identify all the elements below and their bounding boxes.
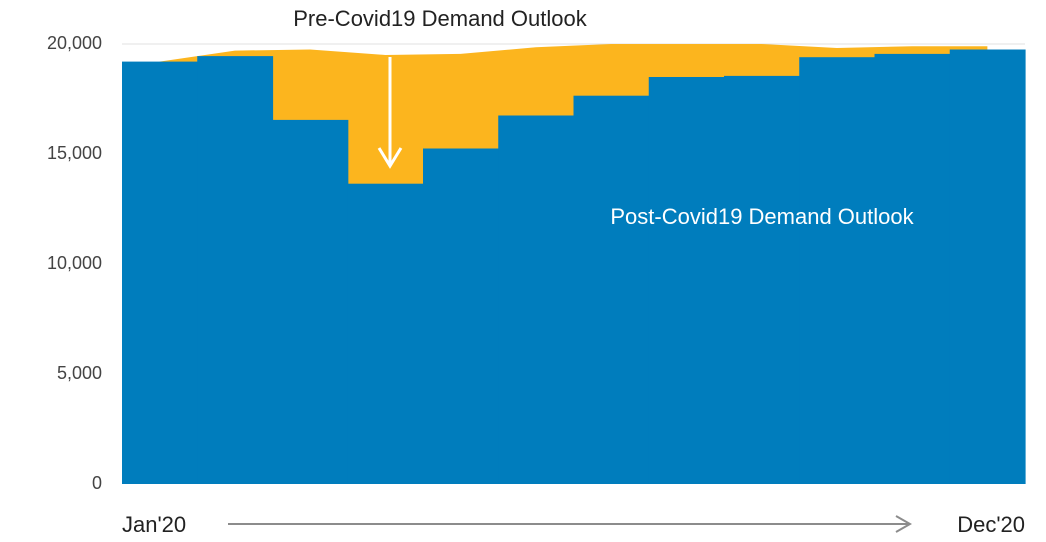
post-covid-step [573, 95, 650, 484]
post-label: Post-Covid19 Demand Outlook [610, 204, 914, 229]
post-covid-step [272, 119, 349, 485]
y-tick-label: 0 [92, 473, 102, 493]
drop-arrow-head [377, 147, 403, 169]
post-covid-step [498, 115, 575, 484]
post-covid-step [197, 56, 274, 484]
post-covid-step [724, 75, 800, 485]
post-covid-step [648, 77, 725, 484]
post-covid-step [799, 57, 876, 484]
x-tick-label: Jan'20 [122, 512, 186, 537]
post-covid-step [347, 183, 424, 484]
post-covid-step [874, 53, 951, 485]
plot-area [122, 43, 1026, 485]
y-tick-label: 10,000 [47, 253, 102, 273]
y-tick-label: 5,000 [57, 363, 102, 383]
time-arrow-head [895, 515, 913, 533]
pre-label: Pre-Covid19 Demand Outlook [293, 6, 587, 31]
x-tick-label: Dec'20 [957, 512, 1025, 537]
post-covid-step [122, 61, 198, 484]
y-tick-label: 20,000 [47, 33, 102, 53]
post-covid-step [423, 148, 499, 484]
y-tick-label: 15,000 [47, 143, 102, 163]
post-covid-step [949, 49, 1026, 484]
